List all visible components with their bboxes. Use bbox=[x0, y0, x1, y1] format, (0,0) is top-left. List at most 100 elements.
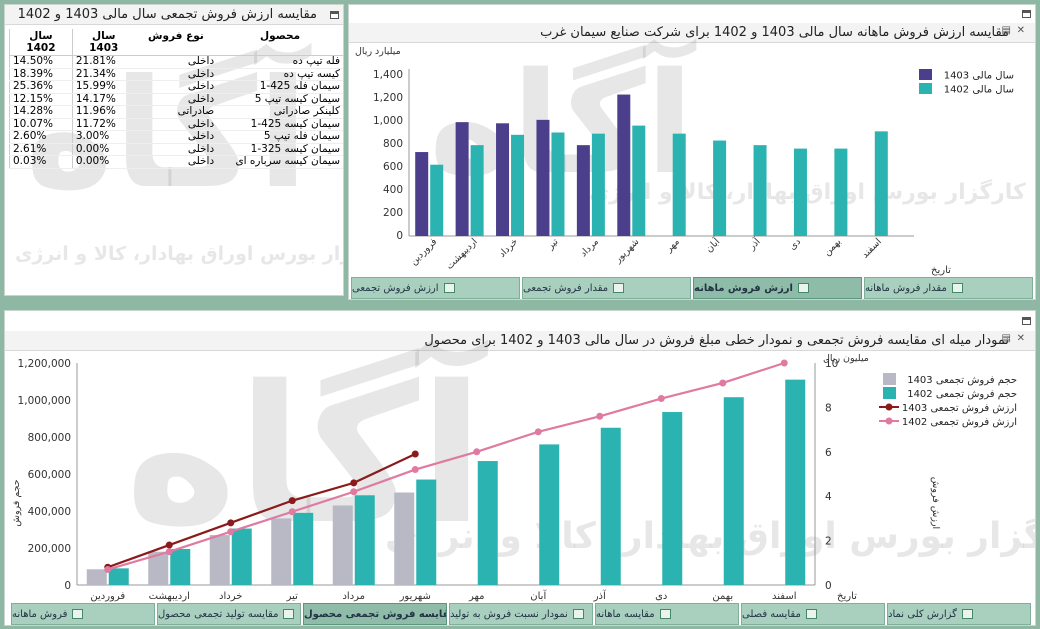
bar-1402 bbox=[470, 145, 484, 236]
chart-type-icon bbox=[961, 609, 973, 619]
y-axis-label: حجم فروش bbox=[11, 479, 22, 526]
tab-6[interactable]: فروش ماهانه bbox=[11, 603, 155, 625]
bar-1403 bbox=[617, 94, 631, 236]
chart-type-icon bbox=[283, 609, 295, 619]
tab-label: مقایسه فروش تجمعی محصول bbox=[304, 608, 447, 620]
col-year-1402[interactable]: سال 1402 bbox=[9, 29, 73, 56]
tab-2[interactable]: مقایسه ماهانه bbox=[595, 603, 739, 625]
bar-1402 bbox=[723, 397, 744, 585]
col-sale-type[interactable]: نوع فروش bbox=[134, 29, 218, 56]
table-row[interactable]: فله تیپ ده داخلی 21.81% 14.50% bbox=[9, 55, 343, 69]
tab-0[interactable]: مقدار فروش ماهانه bbox=[864, 277, 1033, 299]
cell-1403: 0.00% bbox=[71, 155, 135, 169]
x-tick-label: مهر bbox=[663, 236, 682, 255]
tab-1[interactable]: ارزش فروش ماهانه bbox=[693, 277, 862, 299]
table-row[interactable]: سیمان فله تیپ 5 داخلی 3.00% 2.60% bbox=[9, 130, 343, 144]
line-point bbox=[227, 528, 235, 536]
cumulative-sales-combo-chart: 0 200,000 400,000 600,000 800,000 1,000,000 1,… bbox=[11, 353, 1017, 602]
tab-label: مقایسه ماهانه bbox=[596, 608, 655, 620]
table-row[interactable]: کلینکر صادراتی صادراتی 11.96% 14.28% bbox=[9, 105, 343, 119]
cell-1402: 12.15% bbox=[9, 93, 73, 106]
tab-2[interactable]: مقدار فروش تجمعی bbox=[522, 277, 691, 299]
cell-1402: 14.50% bbox=[9, 55, 73, 69]
cell-sale-type: صادراتی bbox=[134, 105, 218, 119]
x-tick-label: مهر bbox=[468, 591, 484, 602]
cell-1402: 14.28% bbox=[9, 105, 73, 119]
cell-product: سیمان کیسه 425-1 bbox=[217, 118, 343, 131]
table-row[interactable]: سیمان کیسه 425-1 داخلی 11.72% 10.07% bbox=[9, 118, 343, 131]
legend-swatch bbox=[883, 387, 896, 399]
y-tick-label: 1,000 bbox=[373, 115, 403, 127]
line-series-1402 bbox=[107, 361, 785, 571]
cell-1403: 11.72% bbox=[71, 118, 135, 131]
line-point bbox=[534, 428, 542, 436]
cell-sale-type: داخلی bbox=[134, 55, 218, 69]
cell-1402: 25.36% bbox=[9, 80, 73, 94]
tab-4[interactable]: مقایسه فروش تجمعی محصول bbox=[303, 603, 447, 625]
table-row[interactable]: سیمان فله 425-1 داخلی 15.99% 25.36% bbox=[9, 80, 343, 94]
cell-product: فله تیپ ده bbox=[217, 55, 343, 69]
bar-1403 bbox=[148, 551, 169, 585]
bar-1402 bbox=[477, 461, 498, 585]
cell-product: کلینکر صادراتی bbox=[217, 105, 343, 119]
table-row[interactable]: کیسه تیپ ده داخلی 21.34% 18.39% bbox=[9, 68, 343, 81]
bar-1402 bbox=[108, 568, 129, 585]
y-tick-label: 1,200 bbox=[373, 92, 403, 104]
bar-1402 bbox=[662, 412, 683, 585]
x-tick-label: آذر bbox=[593, 589, 607, 602]
tab-3[interactable]: نمودار نسبت فروش به تولید bbox=[449, 603, 593, 625]
legend-swatch bbox=[883, 373, 896, 385]
export-icon[interactable]: ✕ bbox=[1016, 25, 1025, 36]
chart-type-icon bbox=[659, 609, 671, 619]
x-tick-label: مرداد bbox=[578, 236, 601, 259]
chart-type-icon bbox=[805, 609, 817, 619]
y-tick-label: 400 bbox=[383, 184, 403, 196]
cell-sale-type: داخلی bbox=[134, 118, 218, 131]
tab-5[interactable]: مقایسه تولید تجمعی محصول bbox=[157, 603, 301, 625]
bar-1402 bbox=[430, 164, 444, 236]
x-tick-label: بهمن bbox=[712, 591, 733, 602]
cell-1402: 10.07% bbox=[9, 118, 73, 131]
cell-1402: 18.39% bbox=[9, 68, 73, 81]
print-icon[interactable]: ▤ bbox=[1001, 25, 1011, 36]
line-series-1403 bbox=[107, 453, 416, 569]
bar-1402 bbox=[551, 132, 565, 236]
maximize-icon[interactable] bbox=[1022, 10, 1031, 18]
bar-1403 bbox=[536, 119, 550, 236]
bar-1402 bbox=[231, 528, 252, 585]
tab-label: ارزش فروش ماهانه bbox=[694, 282, 793, 294]
maximize-icon[interactable] bbox=[1022, 317, 1031, 325]
maximize-icon[interactable] bbox=[330, 11, 339, 19]
x-tick-label: دی bbox=[787, 236, 803, 252]
line-point bbox=[780, 359, 788, 367]
x-tick-label: خرداد bbox=[497, 236, 521, 260]
chart-type-icon bbox=[72, 609, 84, 619]
cell-1403: 11.96% bbox=[71, 105, 135, 119]
table-row[interactable]: سیمان کیسه تیپ 5 داخلی 14.17% 12.15% bbox=[9, 93, 343, 106]
chart-type-icon bbox=[613, 283, 625, 293]
legend-label: ارزش فروش تجمعی 1402 bbox=[902, 417, 1017, 428]
bar-1403 bbox=[576, 145, 590, 236]
x-tick-label: خرداد bbox=[219, 591, 242, 602]
tab-3[interactable]: ارزش فروش تجمعی bbox=[351, 277, 520, 299]
print-icon[interactable]: ▤ bbox=[1001, 333, 1011, 344]
tab-label: مقایسه تولید تجمعی محصول bbox=[158, 608, 279, 620]
line-point bbox=[227, 519, 235, 527]
bar-1403 bbox=[415, 152, 429, 236]
legend-marker bbox=[885, 403, 893, 411]
tab-0[interactable]: گزارش کلی نماد bbox=[887, 603, 1031, 625]
line-point bbox=[165, 548, 173, 556]
export-icon[interactable]: ✕ bbox=[1016, 333, 1025, 344]
col-year-1403[interactable]: سال 1403 bbox=[71, 29, 135, 56]
tab-1[interactable]: مقایسه فصلی bbox=[741, 603, 885, 625]
legend-label: حجم فروش تجمعی 1403 bbox=[907, 375, 1017, 386]
sales-share-table: محصول نوع فروش سال 1403 سال 1402 فله تیپ… bbox=[9, 29, 343, 169]
chart-type-icon bbox=[443, 283, 455, 293]
line-point bbox=[411, 450, 419, 458]
bar-1402 bbox=[672, 133, 686, 236]
table-row[interactable]: سیمان کیسه 325-1 داخلی 0.00% 2.61% bbox=[9, 143, 343, 156]
tab-label: فروش ماهانه bbox=[12, 608, 68, 620]
table-header-row: محصول نوع فروش سال 1403 سال 1402 bbox=[9, 29, 343, 56]
col-product[interactable]: محصول bbox=[217, 29, 343, 56]
table-row[interactable]: سیمان کیسه سرباره ای داخلی 0.00% 0.03% bbox=[9, 155, 343, 169]
